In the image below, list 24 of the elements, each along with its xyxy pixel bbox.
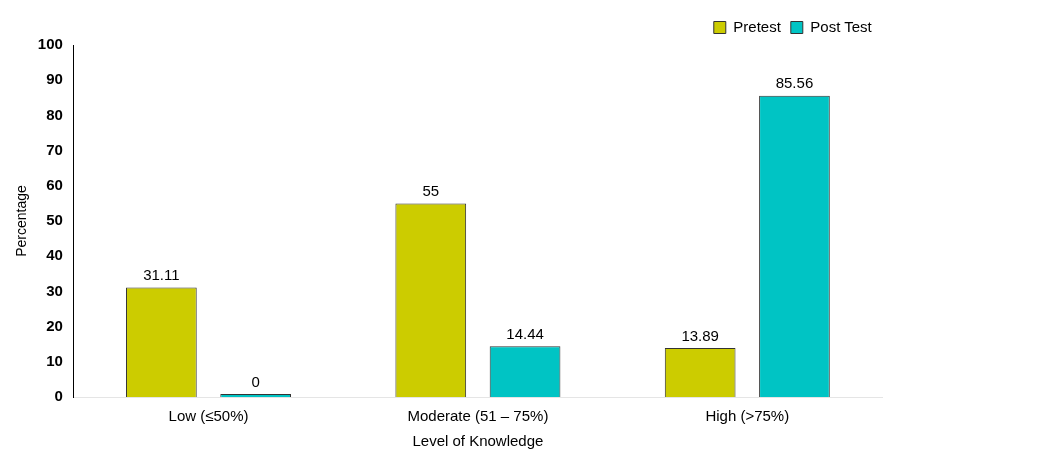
legend-label: Pretest xyxy=(733,17,782,35)
y-tick-label: 80 xyxy=(46,105,63,123)
y-tick-label: 10 xyxy=(46,351,63,369)
y-axis-title: Percentage xyxy=(13,184,30,257)
x-tick-label: High (>75%) xyxy=(705,407,790,425)
y-tick-label: 20 xyxy=(46,316,63,334)
x-axis-title: Level of Knowledge xyxy=(412,432,544,450)
y-tick-label: 90 xyxy=(46,70,63,88)
y-tick-label: 50 xyxy=(46,211,63,229)
legend-label: Post Test xyxy=(810,17,873,35)
data-label: 14.44 xyxy=(506,324,544,342)
data-label: 13.89 xyxy=(681,326,719,344)
x-tick-label: Low (≤50%) xyxy=(168,407,249,425)
data-label: 0 xyxy=(251,372,260,390)
y-tick-label: 70 xyxy=(46,140,63,158)
data-label: 31.11 xyxy=(143,266,180,284)
data-label: 55 xyxy=(422,182,440,200)
x-tick-label: Moderate (51 – 75%) xyxy=(407,407,549,425)
y-tick-label: 100 xyxy=(37,35,63,53)
y-tick-label: 0 xyxy=(54,387,63,405)
data-label: 85.56 xyxy=(775,74,814,92)
y-tick-label: 30 xyxy=(46,281,63,299)
y-tick-label: 40 xyxy=(46,246,63,264)
y-tick-label: 60 xyxy=(46,175,63,193)
